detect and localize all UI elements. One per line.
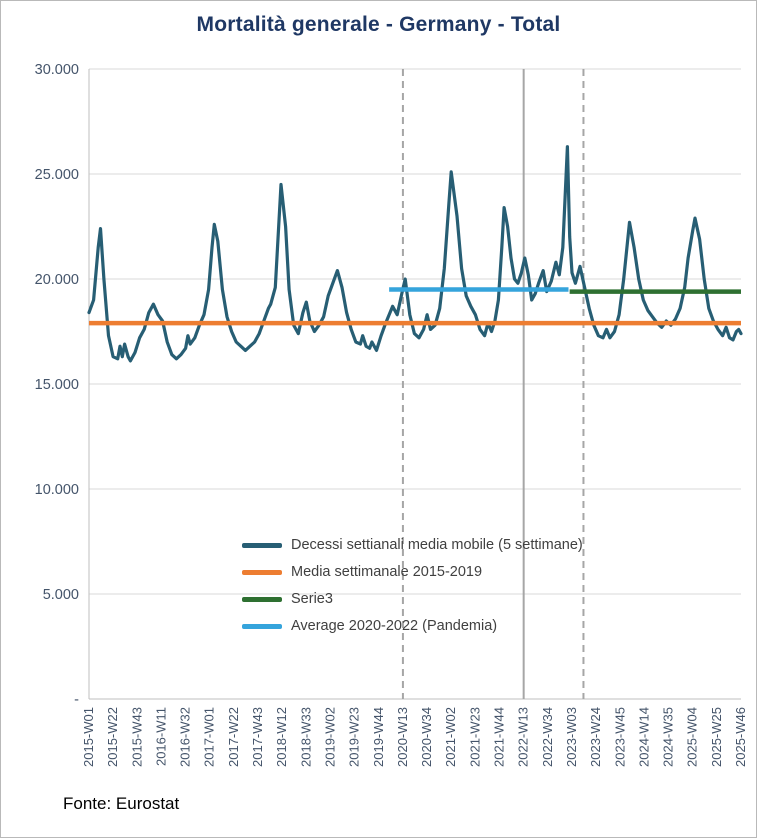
vertical-markers bbox=[401, 69, 585, 699]
x-tick-label: 2023-W03 bbox=[564, 707, 579, 767]
chart-legend: Decessi settianali media mobile (5 setti… bbox=[242, 535, 583, 636]
x-tick-label: 2017-W22 bbox=[226, 707, 241, 767]
legend-label: Decessi settianali media mobile (5 setti… bbox=[291, 537, 583, 553]
legend-swatch-media-2015-2019 bbox=[242, 569, 282, 575]
x-tick-label: 2024-W14 bbox=[636, 707, 651, 767]
x-tick-label: 2019-W23 bbox=[347, 707, 362, 767]
legend-label: Serie3 bbox=[291, 591, 333, 607]
y-gridlines bbox=[89, 68, 741, 595]
y-tick-label: 10.000 bbox=[35, 482, 79, 498]
x-tick-label: 2025-W04 bbox=[685, 707, 700, 767]
x-tick-label: 2019-W02 bbox=[322, 707, 337, 767]
source-note: Fonte: Eurostat bbox=[63, 794, 180, 813]
x-tick-label: 2018-W12 bbox=[274, 707, 289, 767]
x-tick-label: 2021-W23 bbox=[467, 707, 482, 767]
x-tick-label: 2017-W43 bbox=[250, 707, 265, 767]
x-tick-label: 2020-W13 bbox=[395, 707, 410, 767]
x-tick-label: 2015-W01 bbox=[81, 707, 96, 767]
chart-title: Mortalità generale - Germany - Total bbox=[196, 13, 561, 36]
x-tick-label: 2021-W02 bbox=[443, 707, 458, 767]
y-tick-label: 30.000 bbox=[35, 62, 79, 78]
x-tick-label: 2024-W35 bbox=[661, 707, 676, 767]
legend-label: Average 2020-2022 (Pandemia) bbox=[291, 618, 498, 634]
x-tick-label: 2025-W25 bbox=[709, 707, 724, 767]
legend-item-serie3: Serie3 bbox=[242, 589, 583, 609]
x-tick-label: 2016-W32 bbox=[178, 707, 193, 767]
x-tick-label: 2020-W34 bbox=[419, 707, 434, 767]
legend-swatch-average-2020-2022-pandemia bbox=[242, 623, 282, 629]
x-tick-label: 2017-W01 bbox=[202, 707, 217, 767]
y-tick-label: 25.000 bbox=[35, 167, 79, 183]
y-tick-label: 5.000 bbox=[43, 587, 79, 603]
decessi-mm5-line bbox=[87, 145, 743, 363]
x-tick-label: 2023-W24 bbox=[588, 707, 603, 767]
legend-swatch-decessi-mm5 bbox=[242, 542, 282, 548]
legend-swatch-serie3 bbox=[242, 596, 282, 602]
x-tick-label: 2016-W11 bbox=[153, 707, 168, 766]
legend-item-media-2015-2019: Media settimanale 2015-2019 bbox=[242, 562, 583, 582]
x-tick-label: 2021-W44 bbox=[492, 707, 507, 767]
y-tick-label: 15.000 bbox=[35, 377, 79, 393]
y-axis-labels: - 5.000 10.000 15.000 20.000 25.000 30.000 bbox=[35, 62, 80, 708]
x-tick-label: 2019-W44 bbox=[371, 707, 386, 767]
legend-label: Media settimanale 2015-2019 bbox=[291, 564, 483, 580]
y-tick-label: 20.000 bbox=[35, 272, 79, 288]
legend-item-average-2020-2022-pandemia: Average 2020-2022 (Pandemia) bbox=[242, 616, 583, 636]
x-axis-labels: 2015-W01 2015-W22 2015-W43 2016-W11 2016-W32… bbox=[81, 707, 748, 767]
x-tick-label: 2022-W13 bbox=[516, 707, 531, 767]
legend-item-decessi-mm5: Decessi settianali media mobile (5 setti… bbox=[242, 535, 583, 555]
x-tick-label: 2015-W22 bbox=[105, 707, 120, 767]
x-tick-label: 2022-W34 bbox=[540, 707, 555, 767]
x-tick-label: 2023-W45 bbox=[612, 707, 627, 767]
x-tick-label: 2018-W33 bbox=[298, 707, 313, 767]
x-tick-label: 2015-W43 bbox=[129, 707, 144, 767]
y-tick-label: - bbox=[74, 692, 79, 708]
x-tick-label: 2025-W46 bbox=[733, 707, 748, 767]
